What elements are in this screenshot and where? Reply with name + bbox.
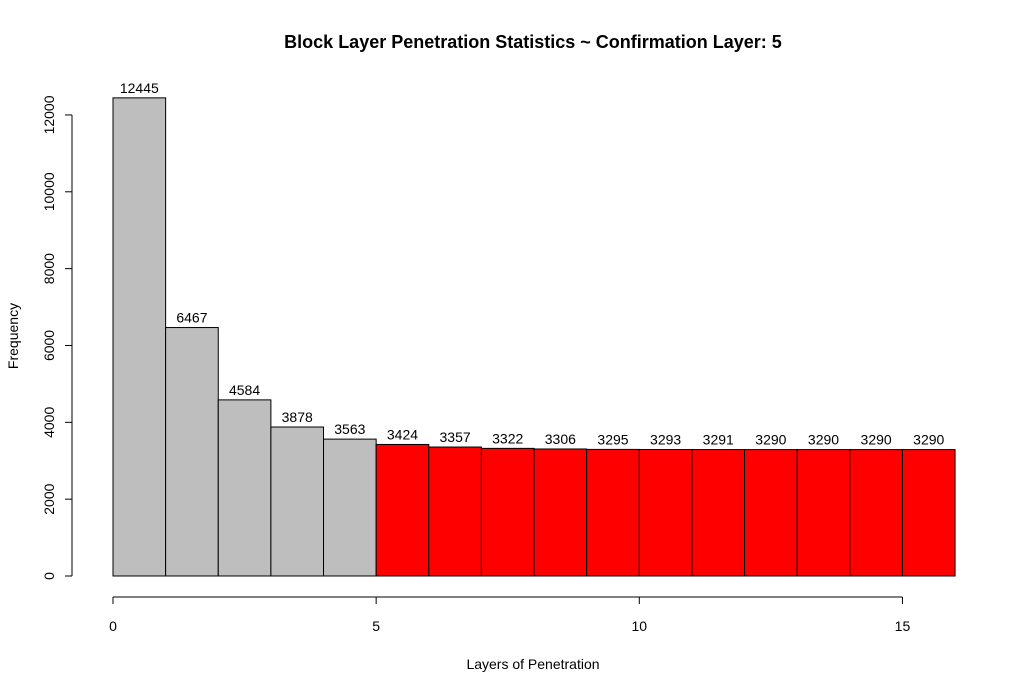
bar-10: [638, 448, 693, 577]
data-label-13: 3290: [808, 432, 839, 448]
bar-12: [744, 449, 798, 577]
bar-4: [323, 438, 377, 577]
y-tick-label-0: 0: [41, 572, 57, 580]
bar-8: [533, 448, 588, 577]
data-label-7: 3322: [492, 430, 523, 446]
data-label-3: 3878: [282, 409, 313, 425]
bar-6: [428, 446, 482, 577]
chart-title: Block Layer Penetration Statistics ~ Con…: [284, 32, 782, 52]
bar-15: [901, 449, 956, 577]
bar-0: [112, 97, 167, 577]
data-label-14: 3290: [861, 432, 892, 448]
bar-13: [796, 449, 851, 577]
bars-group: [112, 97, 956, 577]
data-label-1: 6467: [176, 310, 207, 326]
data-label-8: 3306: [545, 431, 576, 447]
y-tick-label-10000: 10000: [41, 172, 57, 211]
y-tick-label-12000: 12000: [41, 95, 57, 134]
data-label-4: 3563: [334, 421, 365, 437]
bar-2: [217, 399, 272, 577]
data-label-0: 12445: [120, 80, 159, 96]
bar-11: [691, 449, 746, 577]
x-axis: 0 5 10 15: [109, 596, 911, 634]
x-axis-label: Layers of Penetration: [466, 656, 599, 672]
bar-7: [480, 447, 535, 577]
data-label-5: 3424: [387, 426, 418, 442]
bar-9: [586, 448, 640, 577]
bar-5: [375, 443, 430, 577]
data-label-2: 4584: [229, 382, 260, 398]
y-tick-label-4000: 4000: [41, 407, 57, 438]
y-axis-label: Frequency: [5, 303, 21, 369]
y-axis: 0 2000 4000 6000 8000 10000 12000: [41, 95, 73, 580]
y-tick-label-2000: 2000: [41, 483, 57, 514]
data-label-6: 3357: [440, 429, 471, 445]
data-label-10: 3293: [650, 431, 681, 447]
y-tick-label-6000: 6000: [41, 330, 57, 361]
bar-1: [165, 327, 219, 577]
data-label-15: 3290: [913, 432, 944, 448]
data-label-11: 3291: [703, 432, 734, 448]
data-label-12: 3290: [755, 432, 786, 448]
x-tick-label-0: 0: [109, 618, 117, 634]
y-tick-label-8000: 8000: [41, 253, 57, 284]
x-tick-label-15: 15: [895, 618, 911, 634]
bar-3: [270, 426, 325, 577]
x-tick-label-10: 10: [632, 618, 648, 634]
data-label-9: 3295: [597, 431, 628, 447]
data-labels-group: 12445 6467 4584 3878 3563 3424 3357 3322 3306 329…: [120, 80, 945, 448]
bar-14: [849, 449, 903, 577]
x-tick-label-5: 5: [372, 618, 380, 634]
